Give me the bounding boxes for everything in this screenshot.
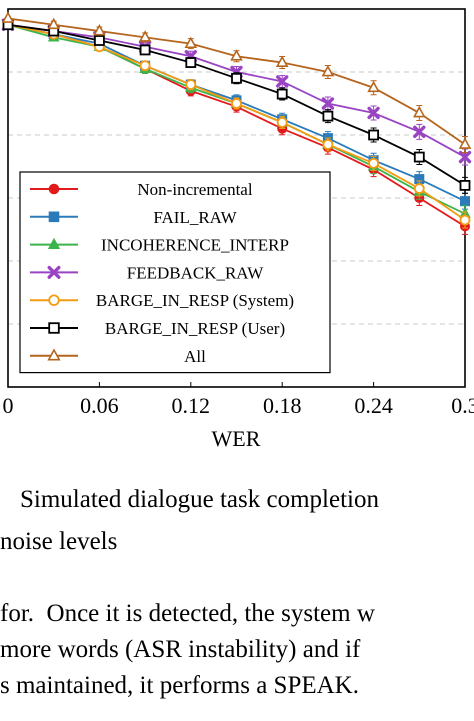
series-all xyxy=(1,11,472,153)
data-point xyxy=(276,117,288,128)
data-point xyxy=(184,36,198,49)
x-tick-label: 0.3 xyxy=(451,393,474,418)
data-point xyxy=(1,11,15,23)
legend-label: FAIL_RAW xyxy=(153,208,237,227)
legend-label: BARGE_IN_RESP (System) xyxy=(96,291,294,310)
legend-label: All xyxy=(184,347,206,366)
data-point xyxy=(459,179,471,191)
data-point xyxy=(48,183,60,195)
x-tick-label: 0 xyxy=(3,393,14,418)
data-point xyxy=(47,265,61,279)
data-point xyxy=(368,157,380,169)
data-point xyxy=(48,211,60,223)
legend-entry: FAIL_RAW xyxy=(30,208,238,227)
legend-entry: INCOHERENCE_INTERP xyxy=(30,236,289,255)
data-point xyxy=(94,35,105,46)
chart: 0 0.06 0.12 0.18 0.24 0.3 WER Non-incremental… xyxy=(1,8,474,451)
data-point xyxy=(139,44,151,56)
data-point xyxy=(413,183,425,194)
data-point xyxy=(459,214,471,226)
legend-label: FEEDBACK_RAW xyxy=(127,263,264,282)
data-point xyxy=(276,88,288,100)
x-tick-label: 0.12 xyxy=(172,393,211,418)
figure-caption-line-1: Simulated dialogue task completion xyxy=(20,486,379,513)
data-point xyxy=(322,110,334,122)
data-point xyxy=(185,79,197,90)
data-point xyxy=(458,137,472,149)
legend-label: INCOHERENCE_INTERP xyxy=(101,236,289,255)
data-point xyxy=(47,237,61,249)
data-point xyxy=(458,150,472,164)
data-point xyxy=(460,196,470,207)
data-point xyxy=(231,98,242,109)
data-point xyxy=(231,72,242,84)
data-point xyxy=(412,105,426,118)
data-point xyxy=(322,139,334,150)
data-point xyxy=(321,97,335,110)
legend-entry: BARGE_IN_RESP (System) xyxy=(30,291,294,310)
data-point xyxy=(367,106,380,120)
data-point xyxy=(413,125,426,139)
data-point xyxy=(47,348,61,361)
figure-caption-line-2: noise levels xyxy=(0,528,118,555)
legend-entry: BARGE_IN_RESP (User) xyxy=(30,319,285,338)
x-tick-label: 0.06 xyxy=(80,393,119,418)
body-text-line-1: for. Once it is detected, the system w xyxy=(0,600,375,627)
series-barge-in-resp-user- xyxy=(2,19,471,194)
series-layer xyxy=(1,11,472,235)
x-axis-label: WER xyxy=(212,426,261,451)
legend-label: Non-incremental xyxy=(137,180,252,199)
data-point xyxy=(321,64,335,77)
x-tick-labels: 0 0.06 0.12 0.18 0.24 0.3 xyxy=(3,382,474,418)
data-point xyxy=(47,17,61,30)
legend-label: BARGE_IN_RESP (User) xyxy=(105,319,285,338)
data-point xyxy=(48,322,60,334)
x-tick-label: 0.18 xyxy=(263,393,302,418)
data-point xyxy=(275,55,289,67)
data-point xyxy=(368,129,380,141)
legend-entry: Non-incremental xyxy=(30,180,253,199)
data-point xyxy=(138,30,152,42)
body-text-line-2: more words (ASR instability) and if xyxy=(0,636,361,663)
legend-entry: All xyxy=(30,347,206,366)
data-point xyxy=(367,80,380,93)
x-tick-label: 0.24 xyxy=(354,393,393,418)
data-point xyxy=(413,151,425,163)
data-point xyxy=(139,60,151,72)
body-text-line-3: s maintained, it performs a SPEAK. xyxy=(0,672,359,699)
data-point xyxy=(93,23,106,36)
data-point xyxy=(48,294,60,306)
data-point xyxy=(185,57,197,68)
legend: Non-incremental FAIL_RAW INCOHERENCE_INTER… xyxy=(19,171,331,374)
data-point xyxy=(276,75,289,88)
legend-entry: FEEDBACK_RAW xyxy=(30,263,264,282)
data-point xyxy=(230,49,243,61)
series-line xyxy=(7,23,466,158)
